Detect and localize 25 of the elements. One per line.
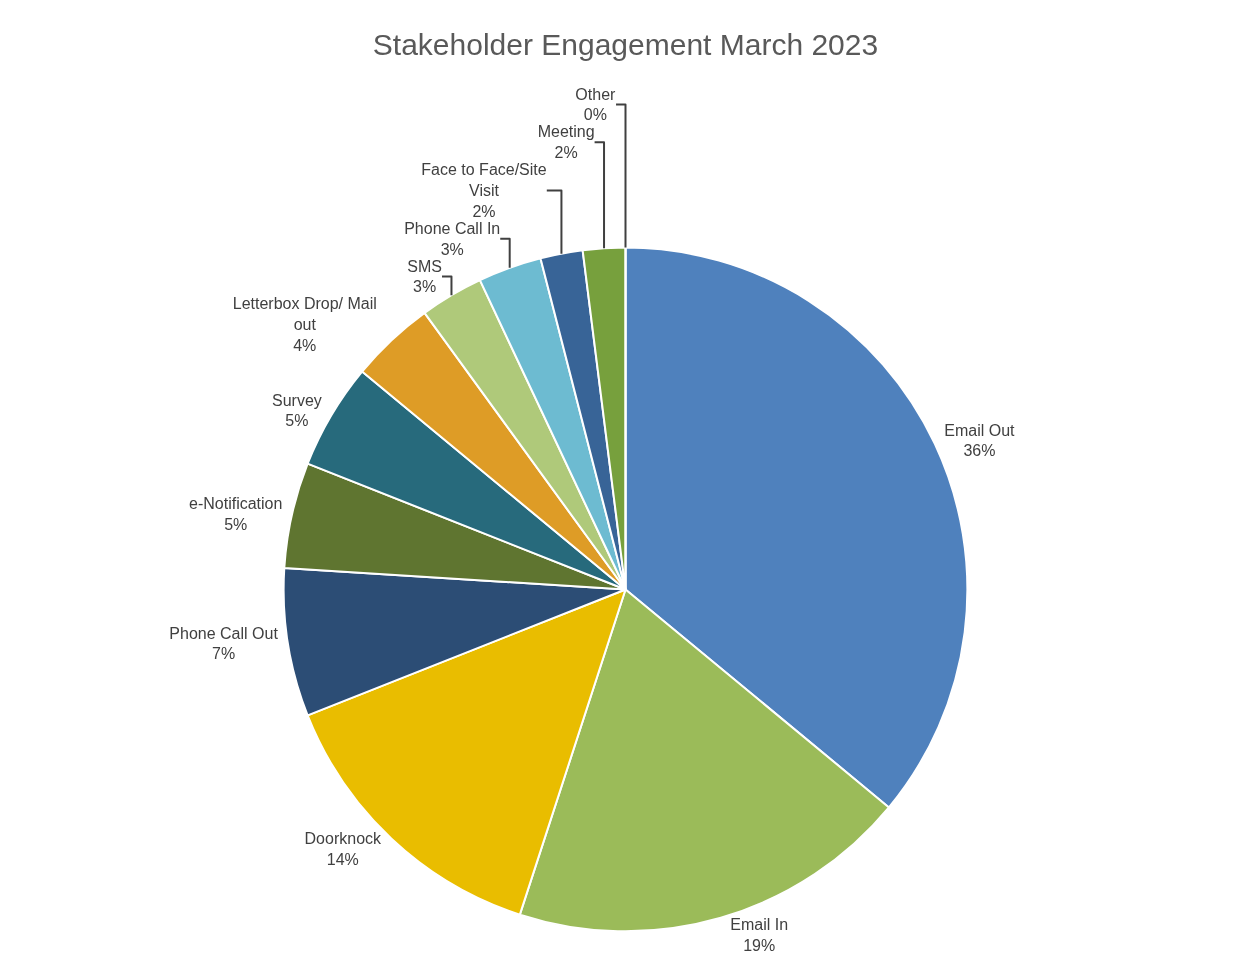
data-label: 5% — [285, 412, 309, 430]
data-label: 2% — [554, 144, 578, 162]
data-label: 14% — [326, 850, 359, 868]
data-label: 3% — [440, 240, 464, 258]
chart-title: Stakeholder Engagement March 2023 — [372, 28, 879, 62]
data-label: 2% — [472, 202, 496, 220]
text: 0% — [583, 106, 607, 124]
data-label: 3% — [413, 278, 437, 296]
slice-label: Face to Face/Site Visit — [421, 161, 547, 199]
slice-label: Email In — [730, 916, 789, 934]
category-label: Other — [575, 85, 616, 103]
slice-label: Survey — [271, 391, 322, 409]
slice-label: e-Notification — [189, 495, 283, 513]
data-label: 5% — [224, 515, 248, 533]
slice-label: Phone Call In — [404, 219, 501, 237]
data-label: 4% — [293, 336, 317, 354]
data-label: 36% — [963, 442, 996, 460]
slice-label: Letterbox Drop/ Mail out — [232, 295, 377, 334]
data-label: 19% — [743, 937, 776, 955]
slice-label: Doorknock — [304, 829, 383, 847]
slice-label: Phone Call Out — [169, 624, 279, 642]
slice-label: Meeting — [537, 123, 595, 141]
slice-label: SMS — [407, 257, 443, 275]
data-label: 7% — [212, 645, 236, 663]
slice-label: Email Out — [944, 421, 1016, 439]
